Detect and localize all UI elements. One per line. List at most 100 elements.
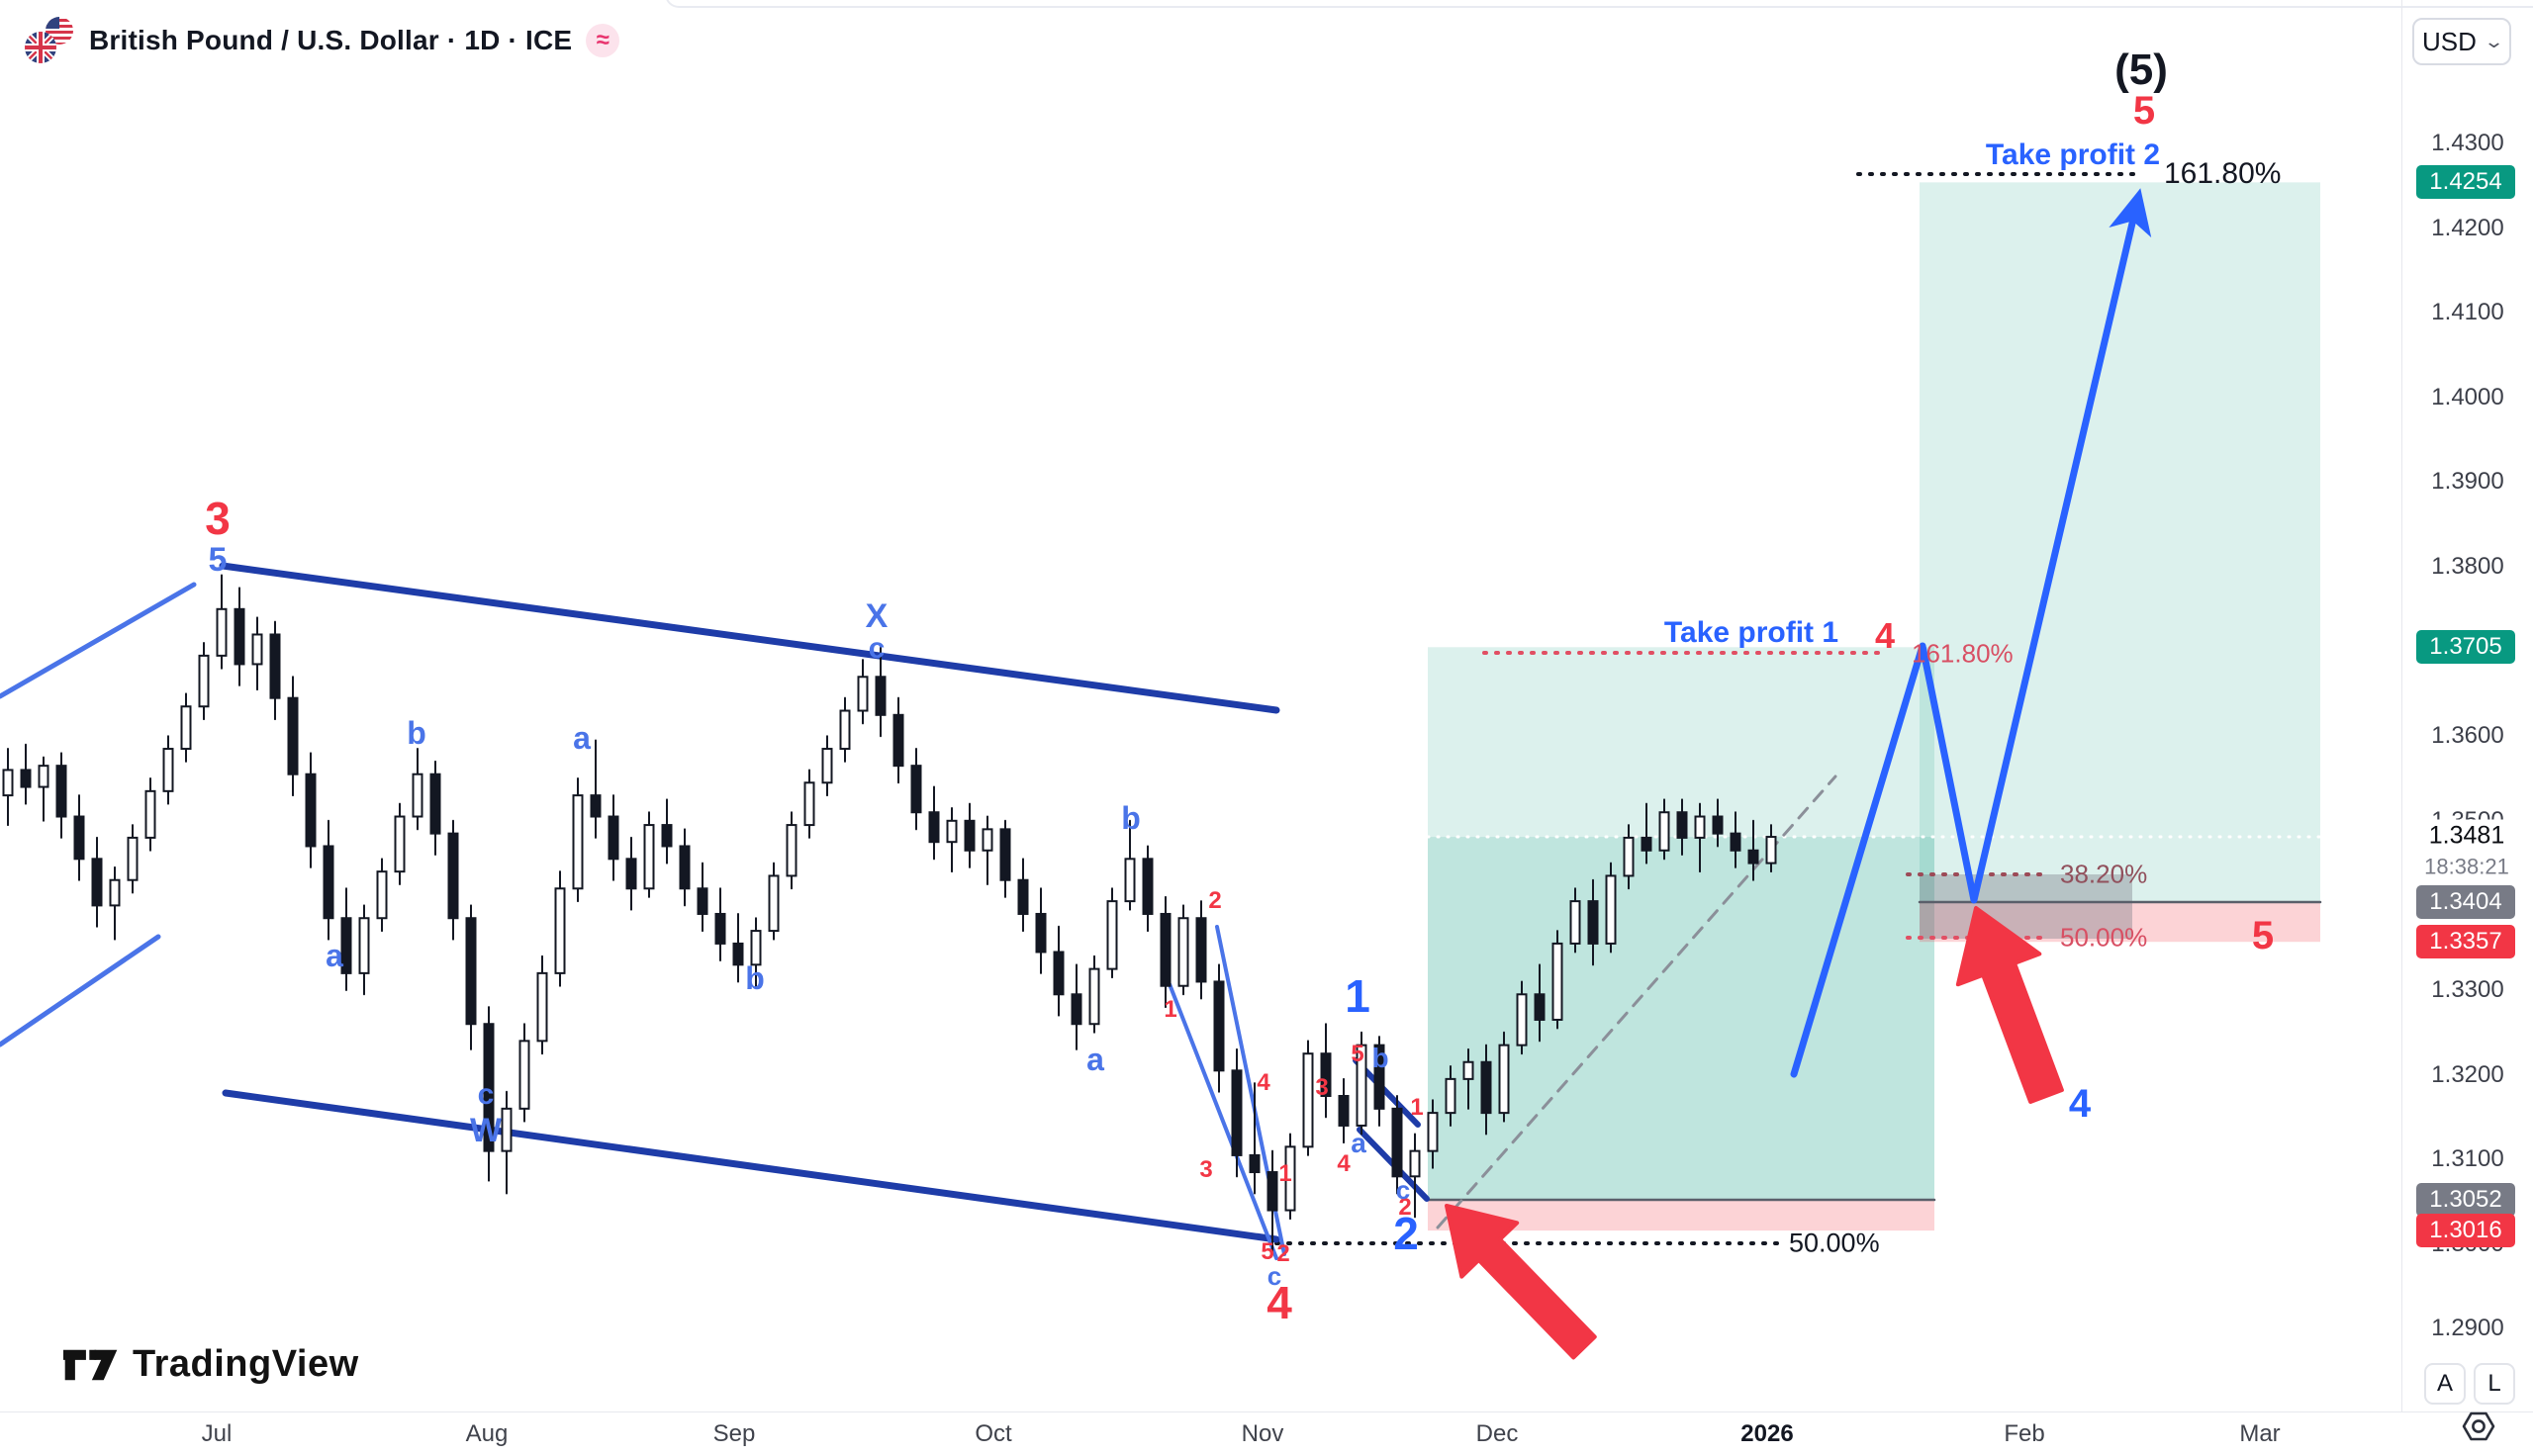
symbol-header[interactable]: British Pound / U.S. Dollar · 1D · ICE ≈ [24, 16, 620, 65]
candle [1498, 1044, 1510, 1115]
candle [572, 794, 584, 890]
candle [1356, 1044, 1367, 1127]
price-tick: 1.3200 [2431, 1060, 2504, 1088]
candle [287, 696, 299, 775]
currency-selector[interactable]: USD ⌄ [2412, 18, 2511, 65]
fib-382-label: 38.20% [2060, 859, 2148, 889]
red-arrow-icon[interactable] [1955, 906, 2064, 1104]
candle [1551, 942, 1563, 1021]
adjust-a-button[interactable]: A [2424, 1363, 2466, 1405]
candle [554, 887, 566, 974]
gb-us-flag-pair-icon [24, 16, 75, 65]
red-arrow-icon[interactable] [1445, 1204, 1597, 1360]
candle [608, 815, 619, 861]
chevron-down-icon: ⌄ [2483, 31, 2505, 51]
candle [55, 765, 67, 818]
candle [1623, 836, 1635, 877]
candle [412, 773, 423, 818]
candle [590, 794, 602, 818]
candle [127, 836, 139, 881]
candle [1035, 912, 1047, 954]
price-tick: 1.4200 [2431, 214, 2504, 241]
fib-50-label: 50.00% [2060, 922, 2148, 953]
log-scale-button[interactable]: L [2474, 1363, 2515, 1405]
long-position-1-profit-zone-lower[interactable] [1428, 837, 1934, 1201]
candle [1088, 967, 1100, 1026]
chart-line [222, 1089, 1280, 1243]
candle [1320, 1052, 1332, 1097]
candle [1391, 1107, 1403, 1178]
currency-selector-value: USD [2422, 26, 2477, 56]
candle [1124, 858, 1136, 903]
price-tick: 1.4300 [2431, 130, 2504, 156]
price-tick: 1.4000 [2431, 383, 2504, 410]
candle [73, 815, 85, 861]
settings-gear-icon[interactable] [2460, 1408, 2497, 1450]
current-price-label: 1.3481 18:38:21 [2408, 819, 2525, 882]
candle [857, 676, 869, 712]
time-axis[interactable]: Jul Aug Sep Oct Nov Dec 2026 Feb Mar [0, 1411, 2533, 1456]
price-level-badge: 1.3404 [2416, 884, 2515, 919]
price-level-badge: 1.3016 [2416, 1214, 2515, 1248]
candle [839, 709, 851, 751]
candle [1106, 900, 1118, 970]
candle [1053, 951, 1065, 996]
take-profit-2-label[interactable]: Take profit 2 [1985, 138, 2161, 171]
projection-path[interactable] [1790, 194, 2142, 1078]
price-level-badge: 1.3052 [2416, 1183, 2515, 1218]
candle [999, 828, 1011, 881]
candle [216, 607, 228, 657]
time-tick-sep: Sep [712, 1420, 756, 1447]
fib-retracement-zone[interactable] [1920, 874, 2132, 939]
candle [982, 828, 993, 852]
candle [1445, 1077, 1456, 1115]
candle [376, 870, 388, 920]
take-profit-1-label[interactable]: Take profit 1 [1663, 616, 1839, 649]
candle [750, 930, 762, 966]
candle [305, 773, 317, 848]
candle [536, 971, 548, 1043]
candle [1177, 917, 1189, 987]
candle [625, 858, 637, 890]
candle [1605, 874, 1617, 945]
candle [1071, 993, 1082, 1026]
price-tick: 1.4100 [2431, 299, 2504, 326]
symbol-title[interactable]: British Pound / U.S. Dollar · 1D · ICE [89, 25, 573, 55]
candle [1427, 1112, 1439, 1152]
price-axis[interactable]: 1.4300 1.4200 1.4100 1.4000 1.3900 1.3800 1.37… [2401, 0, 2533, 1412]
candle [786, 824, 797, 877]
candle [91, 858, 103, 907]
time-tick-dec: Dec [1475, 1420, 1519, 1447]
candle [679, 845, 691, 890]
candle [1516, 993, 1528, 1046]
candle [1338, 1095, 1350, 1127]
candle [875, 676, 887, 716]
price-level-badge: 1.4254 [2416, 165, 2515, 200]
candle [1694, 815, 1706, 839]
candle [162, 748, 174, 792]
candle [20, 769, 32, 788]
candle [946, 819, 958, 844]
tradingview-logo-icon [63, 1349, 118, 1380]
chart-line [0, 582, 197, 699]
candle [323, 845, 334, 920]
fib-161-label-tp2: 161.80% [2164, 157, 2282, 190]
candle [144, 789, 156, 839]
top-panel-edge [665, 0, 2533, 8]
long-position-2-profit-zone[interactable] [1920, 182, 2320, 902]
chart-line [219, 562, 1280, 714]
candle [501, 1107, 513, 1152]
candle [1641, 836, 1652, 852]
candle [465, 917, 477, 1026]
candle [803, 781, 815, 827]
candle [768, 874, 780, 933]
candle [1160, 912, 1172, 987]
candle [1195, 917, 1207, 983]
candle [1213, 980, 1225, 1072]
fib-161-label-tp1: 161.80% [1912, 638, 2014, 669]
candle [38, 765, 49, 788]
candle [910, 765, 922, 814]
candle [1266, 1171, 1278, 1212]
